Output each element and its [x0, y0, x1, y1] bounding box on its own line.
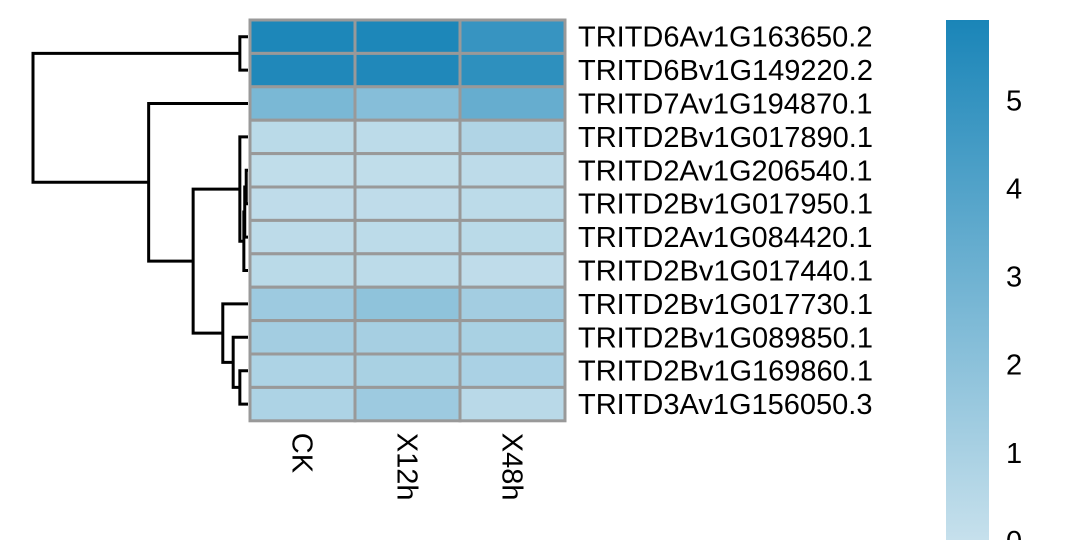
heatmap-cell	[353, 185, 462, 222]
heatmap-cell	[353, 352, 462, 389]
legend-tick-label: 0	[1006, 526, 1022, 540]
heatmap-cell	[458, 252, 567, 289]
heatmap-cell	[248, 285, 357, 323]
color-legend: 0 1 2 3 4 5	[946, 20, 1022, 540]
column-label: X12h	[391, 433, 423, 501]
row-label: TRITD2Bv1G017950.1	[578, 189, 873, 221]
row-label: TRITD7Av1G194870.1	[578, 89, 872, 121]
column-label: X48h	[496, 433, 528, 501]
heatmap-cell	[458, 385, 567, 423]
heatmap-cell	[248, 319, 357, 356]
dendrogram-branch	[238, 369, 248, 406]
row-label: TRITD2Bv1G017890.1	[578, 122, 873, 154]
heatmap-cell	[458, 319, 567, 356]
dendrogram-branch	[238, 135, 248, 243]
heatmap-cell	[248, 85, 357, 122]
row-label: TRITD3Av1G156050.3	[578, 389, 872, 421]
row-label: TRITD2Bv1G169860.1	[578, 356, 873, 388]
row-dendrogram	[31, 35, 248, 406]
row-label: TRITD2Av1G084420.1	[578, 222, 872, 254]
heatmap-cell	[248, 118, 357, 156]
dendrogram-branch	[238, 35, 248, 72]
legend-tick-label: 4	[1006, 173, 1022, 205]
legend-tick-label: 2	[1006, 350, 1022, 382]
row-labels: TRITD6Av1G163650.2TRITD6Bv1G149220.2TRIT…	[578, 22, 873, 421]
heatmap-cell	[458, 51, 567, 89]
heatmap-cell	[248, 352, 357, 389]
legend-tick-label: 3	[1006, 262, 1022, 294]
legend-tick-label: 1	[1006, 438, 1022, 470]
heatmap-cell	[353, 385, 462, 423]
row-label: TRITD2Bv1G017730.1	[578, 289, 873, 321]
heatmap-cell	[458, 352, 567, 389]
heatmap-cell	[353, 51, 462, 89]
row-label: TRITD6Av1G163650.2	[578, 22, 872, 54]
heatmap-cell	[353, 118, 462, 156]
heatmap-cell	[458, 285, 567, 323]
heatmap-cell	[353, 319, 462, 356]
heatmap-cell	[458, 185, 567, 222]
heatmap-cell	[248, 18, 357, 55]
heatmap-cell	[458, 118, 567, 156]
row-label: TRITD2Av1G206540.1	[578, 155, 872, 187]
row-label: TRITD2Bv1G017440.1	[578, 256, 873, 288]
column-labels: CK X12h X48h	[286, 433, 528, 501]
heatmap-cell	[248, 152, 357, 189]
heatmap-cell	[353, 152, 462, 189]
dendrogram-branch	[31, 51, 240, 184]
heatmap-cell	[353, 285, 462, 323]
dendrogram-branch	[191, 187, 240, 335]
heatmap-cell	[458, 18, 567, 55]
heatmap-cell	[458, 85, 567, 122]
column-label: CK	[286, 433, 318, 474]
heatmap-cells	[248, 18, 567, 423]
legend-color-bar	[946, 20, 989, 540]
heatmap-cell	[248, 218, 357, 256]
heatmap-cell	[353, 85, 462, 122]
heatmap-cell	[248, 185, 357, 222]
heatmap-cell	[353, 252, 462, 289]
heatmap-cell	[248, 385, 357, 423]
row-label: TRITD2Bv1G089850.1	[578, 322, 873, 354]
dendrogram-branch	[244, 168, 248, 206]
heatmap-cell	[458, 152, 567, 189]
heatmap-cell	[248, 252, 357, 289]
heatmap-cell	[353, 18, 462, 55]
dendrogram-branch	[221, 302, 248, 364]
legend-tick-label: 5	[1006, 85, 1022, 117]
row-label: TRITD6Bv1G149220.2	[578, 55, 873, 87]
heatmap-cell	[353, 218, 462, 256]
legend-tick-labels: 0 1 2 3 4 5	[1006, 85, 1022, 540]
heatmap-cell	[458, 218, 567, 256]
heatmap-cell	[248, 51, 357, 89]
dendrogram-branch	[147, 102, 248, 263]
